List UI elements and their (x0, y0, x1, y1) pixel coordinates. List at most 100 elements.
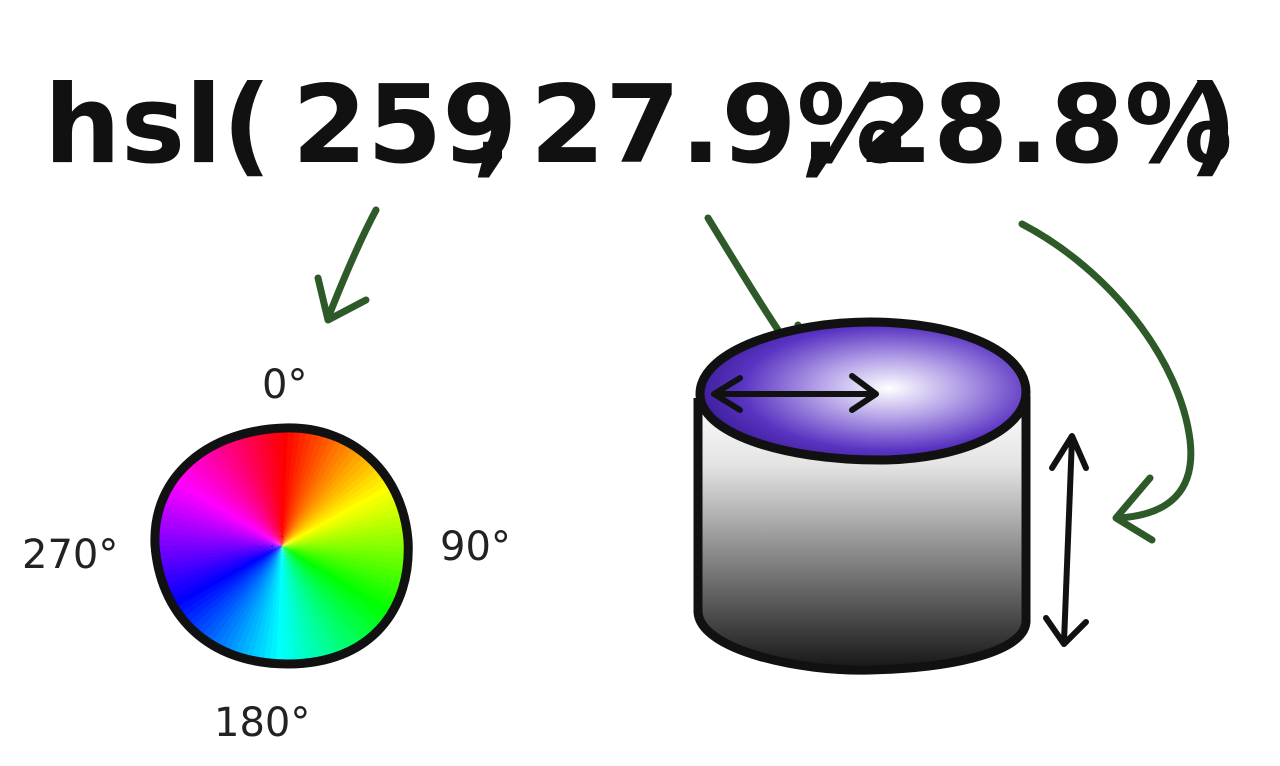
hue-wheel-slice (282, 546, 329, 664)
hue-wheel-slice (282, 499, 409, 546)
hue-wheel-slice (154, 546, 282, 570)
saturation-radius-arrow-icon (711, 373, 879, 413)
hue-wheel-slice (282, 546, 377, 664)
hue-label-left: 270° (22, 532, 118, 578)
hue-wheel-slice (282, 484, 409, 546)
hue-wheel-slice (154, 546, 282, 585)
hue-wheel-slice (282, 546, 298, 664)
hue-wheel-slice (282, 546, 306, 664)
formula-saturation: 27.9% (530, 63, 905, 188)
hue-wheel-slice (213, 427, 282, 546)
hue-label-top: 0° (262, 362, 307, 408)
hue-wheel-slice (155, 546, 282, 635)
hue-wheel-slice (282, 514, 409, 546)
hue-wheel-slice (282, 546, 321, 664)
hue-wheel-slice (156, 456, 282, 546)
hue-wheel-slice (165, 444, 282, 546)
formula-separator-2: , (800, 63, 841, 188)
hue-wheel-gradient (154, 427, 409, 664)
hue-wheel-slice (282, 546, 357, 664)
hue-wheel-slice (282, 427, 378, 546)
hue-wheel-slice (282, 427, 359, 546)
hue-wheel-slice (159, 546, 282, 641)
hue-wheel-slice (154, 544, 282, 554)
hue-wheel-slice (282, 538, 409, 548)
hue-wheel-slice (154, 546, 282, 608)
hue-wheel-slice (192, 546, 282, 664)
hue-wheel-slice (282, 546, 389, 659)
hue-wheel-slice (282, 464, 409, 546)
hue-wheel-slice (154, 546, 282, 593)
hue-wheel-slice (282, 507, 409, 546)
hue-wheel-slice (154, 469, 282, 546)
hue-wheel-slice (282, 546, 408, 636)
hue-wheel-slice (154, 546, 282, 600)
hue-wheel-slice (193, 427, 282, 546)
hue-wheel-slice (266, 427, 282, 546)
formula-suffix: ) (1188, 63, 1237, 188)
lightness-pointer-arrow-icon (1018, 220, 1195, 544)
hue-wheel-slice (282, 546, 383, 664)
hue-wheel-slice (170, 438, 282, 546)
formula-separator-1: , (472, 63, 513, 188)
hue-wheel-slice (282, 546, 336, 664)
hue-wheel-slice (282, 427, 366, 546)
hue-wheel-slice (212, 546, 282, 664)
formula-lightness: 28.8% (858, 63, 1233, 188)
hue-wheel-slice (282, 434, 390, 546)
hue-wheel-slice (154, 546, 282, 621)
hue-wheel-slice (154, 462, 282, 546)
hue-wheel-slice (282, 477, 409, 546)
hue-wheel-slice (282, 522, 409, 546)
hue-wheel-slice (282, 429, 384, 546)
hue-wheel-slice (282, 546, 399, 648)
lightness-height-arrow-icon (1043, 433, 1089, 647)
hue-pointer-arrow-icon (314, 206, 380, 324)
hue-label-bottom: 180° (214, 700, 310, 746)
hue-wheel-slice (282, 427, 372, 546)
hue-wheel-slice (282, 457, 409, 546)
hue-wheel-slice (154, 476, 282, 546)
hue-wheel-slice (282, 439, 395, 546)
hue-wheel-slice (174, 546, 282, 658)
hue-wheel-slice (160, 450, 282, 546)
hue-wheel-slice (282, 471, 409, 546)
hue-wheel-slice (154, 546, 282, 615)
hue-wheel-slice (154, 546, 282, 628)
hue-wheel-slice (282, 546, 344, 664)
hue-wheel-slice (181, 428, 282, 546)
hue-wheel-slice (198, 546, 282, 664)
hue-wheel-slice (207, 427, 282, 546)
hue-wheel-slice (282, 492, 409, 546)
hue-wheel-slice (154, 546, 282, 578)
hue-wheel-slice (282, 546, 314, 664)
hue-wheel-slice (282, 546, 351, 664)
formula-hue: 259 (292, 63, 517, 188)
hue-wheel-slice (282, 546, 404, 642)
hue-wheel-slice (169, 546, 282, 653)
hue-wheel-slice (282, 530, 409, 546)
hue-label-right: 90° (440, 524, 511, 570)
hue-wheel-slice (282, 445, 400, 546)
hue-wheel-slice (154, 546, 282, 562)
hue-wheel-slice (282, 546, 364, 664)
hue-wheel-slice (282, 546, 409, 630)
saturation-lightness-cylinder (693, 317, 1031, 675)
hue-wheel-slice (282, 546, 409, 623)
hue-wheel-slice (282, 451, 405, 546)
hue-wheel-slice (274, 427, 284, 546)
hue-wheel-slice (282, 546, 371, 664)
cylinder-side (698, 396, 1026, 671)
hue-wheel-slice (180, 546, 282, 663)
hue-wheel-slice (280, 546, 290, 664)
hue-wheel-slice (187, 427, 282, 546)
hue-wheel-slice (282, 546, 394, 654)
hsl-formula: hsl( 259 , 27.9% , 28.8% ) (44, 63, 1237, 188)
hue-wheel (150, 423, 413, 669)
hue-wheel-slice (200, 427, 282, 546)
hue-wheel-slice (186, 546, 282, 664)
hue-wheel-slice (175, 433, 282, 546)
hue-wheel-slice (205, 546, 282, 664)
hue-wheel-slice (164, 546, 282, 647)
